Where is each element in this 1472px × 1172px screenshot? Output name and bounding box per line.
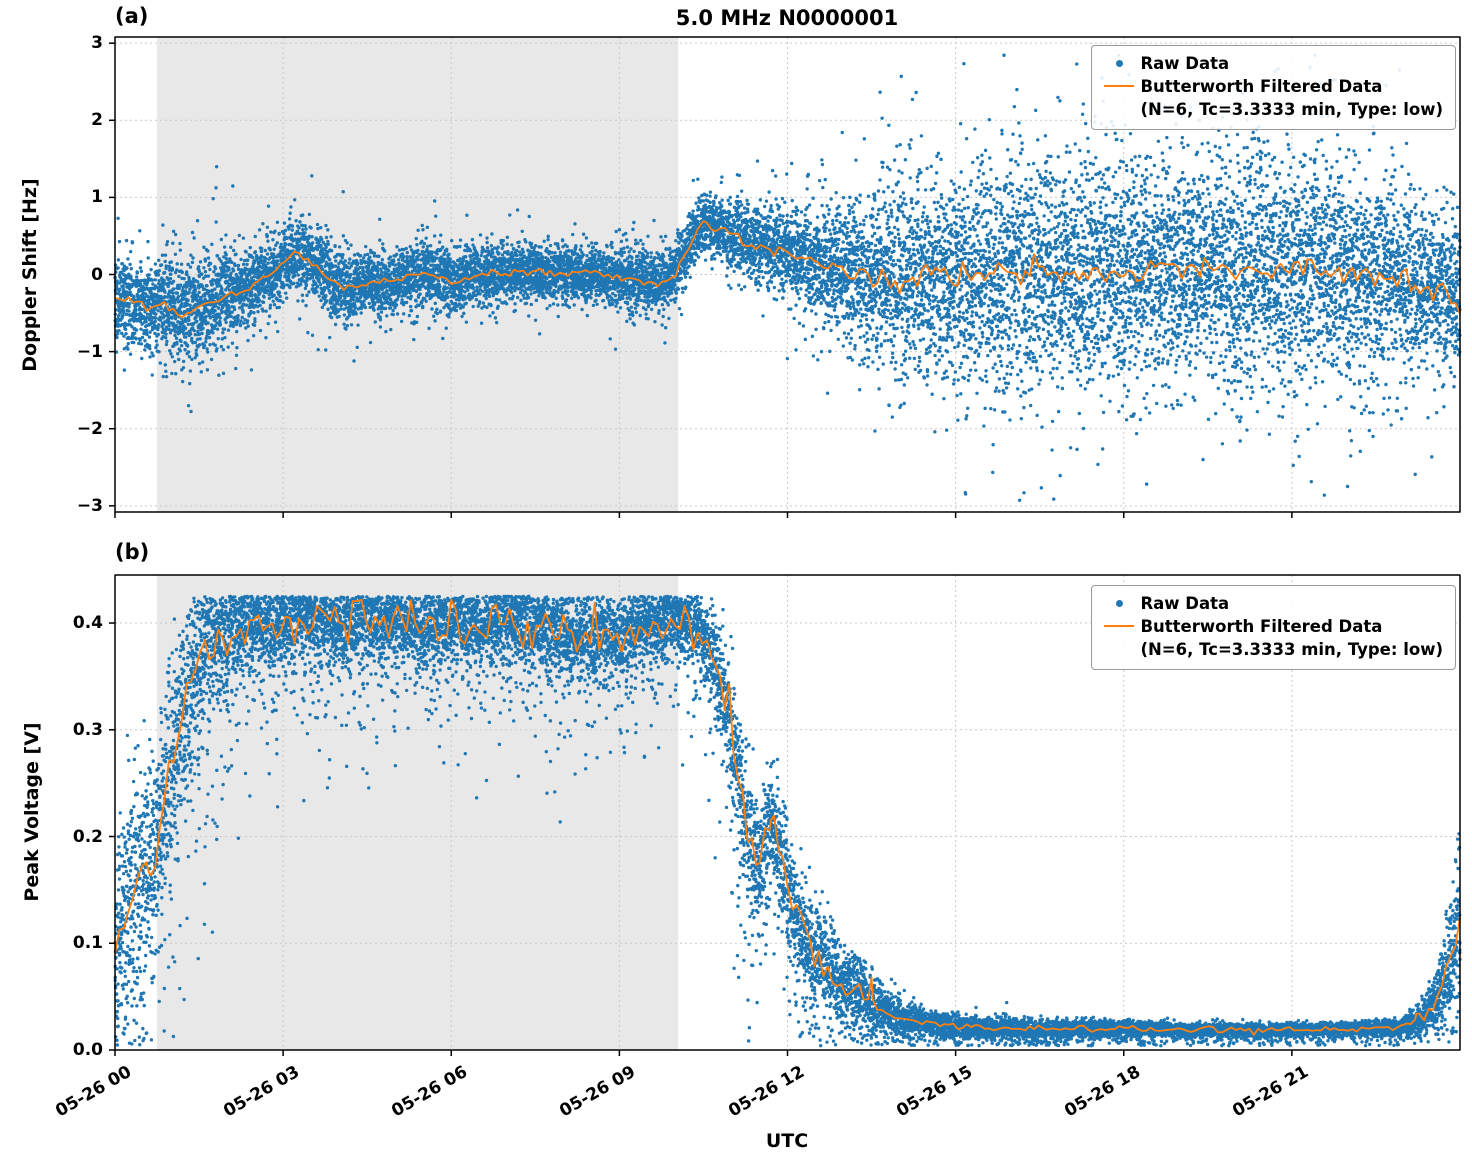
y-axis-label-doppler: Doppler Shift [Hz] <box>19 178 41 372</box>
legend-raw-label: Raw Data <box>1140 594 1230 613</box>
legend-filtered-text: Butterworth Filtered Data (N=6, Tc=3.3333… <box>1140 615 1443 661</box>
legend-row-filtered: Butterworth Filtered Data (N=6, Tc=3.3333… <box>1098 615 1443 661</box>
raw-data-marker-icon <box>1098 52 1140 67</box>
y-axis-label-voltage: Peak Voltage [V] <box>21 722 43 902</box>
panel-b-label: (b) <box>115 540 150 564</box>
legend-filtered-params: (N=6, Tc=3.3333 min, Type: low) <box>1140 640 1443 660</box>
legend-filtered-label: Butterworth Filtered Data <box>1140 617 1383 637</box>
legend-row-filtered: Butterworth Filtered Data (N=6, Tc=3.3333… <box>1098 75 1443 121</box>
legend-panel-b: Raw Data Butterworth Filtered Data (N=6, … <box>1091 585 1456 671</box>
legend-row-raw: Raw Data <box>1098 592 1443 615</box>
x-axis-label: UTC <box>765 1130 809 1152</box>
panel-a-label: (a) <box>115 4 149 28</box>
chart-title: 5.0 MHz N0000001 <box>675 6 899 30</box>
legend-panel-a: Raw Data Butterworth Filtered Data (N=6, … <box>1091 45 1456 131</box>
filtered-line-icon <box>1098 75 1140 88</box>
raw-data-marker-icon <box>1098 592 1140 607</box>
legend-filtered-label: Butterworth Filtered Data <box>1140 77 1383 97</box>
legend-raw-label: Raw Data <box>1140 54 1230 73</box>
legend-row-raw: Raw Data <box>1098 52 1443 75</box>
legend-filtered-params: (N=6, Tc=3.3333 min, Type: low) <box>1140 100 1443 120</box>
filtered-line-icon <box>1098 615 1140 628</box>
legend-filtered-text: Butterworth Filtered Data (N=6, Tc=3.3333… <box>1140 75 1443 121</box>
